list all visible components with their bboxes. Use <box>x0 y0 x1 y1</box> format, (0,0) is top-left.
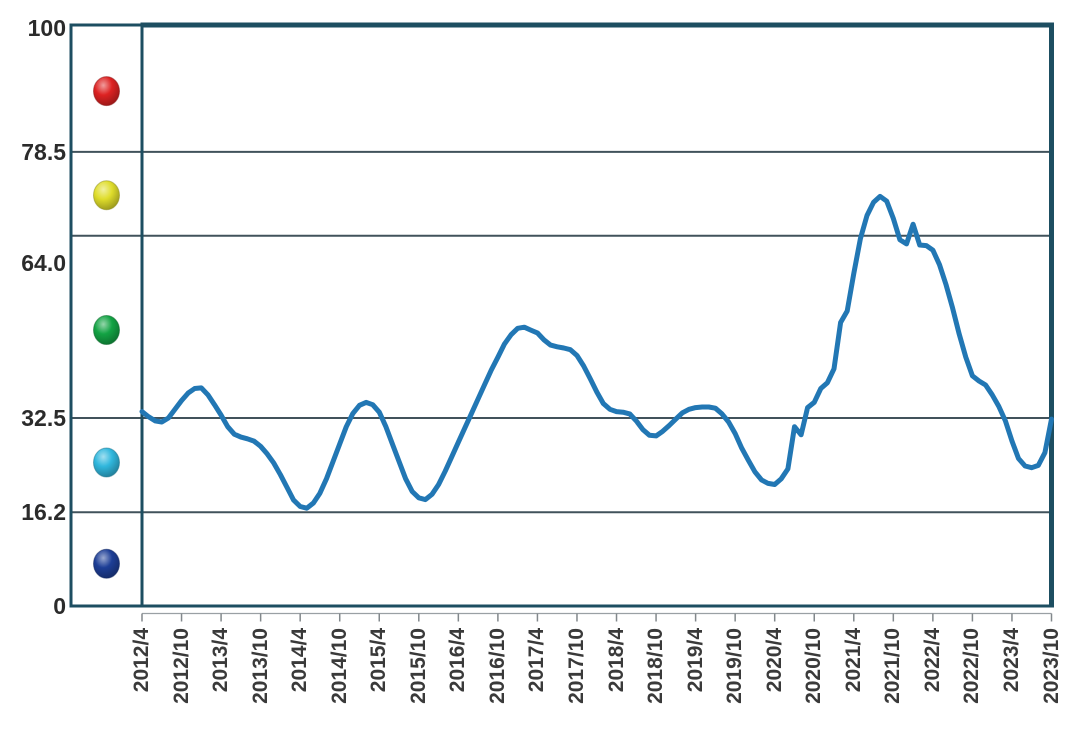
x-axis-tick-label: 2019/4 <box>683 628 707 693</box>
y-axis-tick-label: 0 <box>53 593 66 619</box>
y-axis-tick-label: 32.5 <box>21 404 66 431</box>
x-axis-tick-label: 2023/4 <box>999 628 1023 693</box>
x-axis-tick-label: 2014/10 <box>327 628 351 704</box>
x-axis-tick-label: 2018/10 <box>644 628 668 704</box>
x-axis-tick-label: 2017/4 <box>525 628 549 693</box>
x-axis-tick-label: 2012/10 <box>169 628 193 704</box>
x-axis-tick-label: 2013/4 <box>209 628 233 693</box>
x-axis-tick-label: 2013/10 <box>248 628 272 704</box>
y-axis-tick-label: 100 <box>27 14 66 41</box>
x-axis-tick-label: 2014/4 <box>288 628 312 693</box>
zone-marker-red-ball <box>93 76 120 107</box>
zone-marker-cyan-ball <box>93 447 120 478</box>
zone-marker-yellow-ball <box>93 180 120 211</box>
x-axis-tick-label: 2020/10 <box>802 628 826 704</box>
x-axis-tick-label: 2012/4 <box>130 628 153 693</box>
x-axis-tick-label: 2018/4 <box>604 628 628 693</box>
x-axis-tick-label: 2022/10 <box>960 628 984 704</box>
x-axis-tick-label: 2020/4 <box>762 628 786 693</box>
y-axis-tick-label: 78.5 <box>21 138 66 165</box>
index-trend-line <box>139 193 1054 511</box>
x-axis-tick-label: 2017/10 <box>564 628 588 704</box>
x-axis-tick-label: 2015/10 <box>406 628 430 704</box>
x-axis-tick-label: 2021/4 <box>841 628 865 693</box>
y-axis-tick-label: 64.0 <box>21 249 66 276</box>
x-axis-tick-label: 2019/10 <box>723 628 747 704</box>
x-axis-tick-label: 2023/10 <box>1039 628 1063 704</box>
zone-marker-green-ball <box>93 315 120 346</box>
x-axis-tick-label: 2016/10 <box>485 628 509 704</box>
x-axis-tick-label: 2022/4 <box>920 628 944 693</box>
x-axis-tick-label: 2016/4 <box>446 628 470 693</box>
y-axis-tick-label: 16.2 <box>21 499 66 526</box>
zone-marker-navy-ball <box>93 548 120 579</box>
x-axis-tick-label: 2015/4 <box>367 628 391 693</box>
x-axis-tick-label: 2021/10 <box>881 628 905 704</box>
